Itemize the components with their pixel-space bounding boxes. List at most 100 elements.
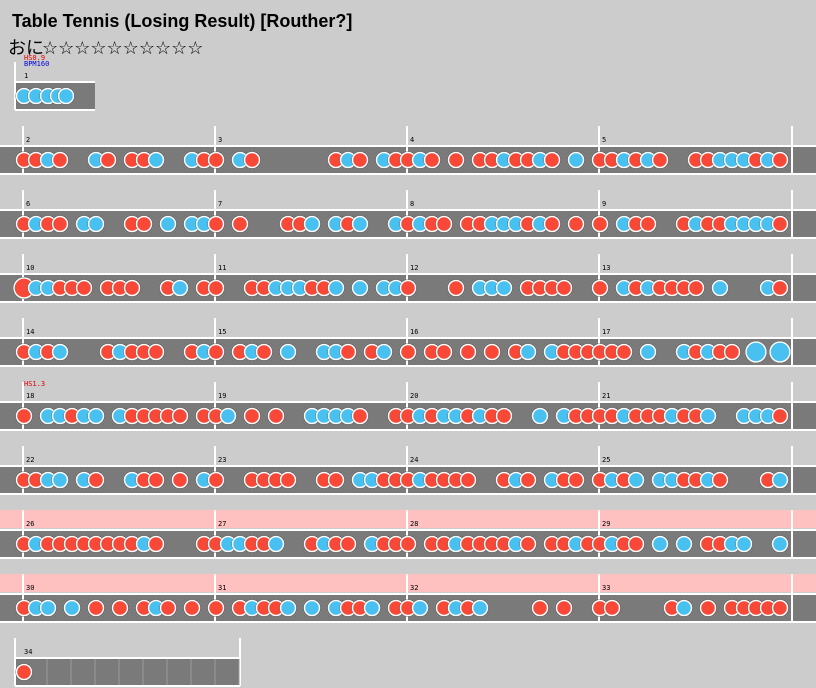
note-ka <box>627 471 645 489</box>
note-don <box>99 151 117 169</box>
note-don <box>591 215 609 233</box>
note-ka <box>567 151 585 169</box>
note-ka <box>87 215 105 233</box>
note-don <box>483 343 501 361</box>
note-don <box>459 471 477 489</box>
measure-number: 29 <box>602 520 610 528</box>
measure-number: 18 <box>26 392 34 400</box>
note-don <box>399 279 417 297</box>
note-don <box>639 215 657 233</box>
measure-number: 16 <box>410 328 418 336</box>
note-don <box>555 599 573 617</box>
note-ka <box>147 151 165 169</box>
note-ka <box>63 599 81 617</box>
measure-number: 27 <box>218 520 226 528</box>
note-ka <box>375 343 393 361</box>
note-don <box>351 407 369 425</box>
note-don <box>351 151 369 169</box>
lane <box>15 659 240 685</box>
title: Table Tennis (Losing Result) [Routher?] <box>12 11 352 31</box>
note-don <box>435 215 453 233</box>
measure-number: 17 <box>602 328 610 336</box>
note-don <box>519 535 537 553</box>
note-don <box>171 407 189 425</box>
measure-number: 8 <box>410 200 414 208</box>
note-ka <box>267 535 285 553</box>
note-don <box>267 407 285 425</box>
measure-number: 33 <box>602 584 610 592</box>
note-ka <box>471 599 489 617</box>
note-don <box>555 279 573 297</box>
note-don <box>771 407 789 425</box>
difficulty: おに <box>8 38 44 58</box>
measure-number: 24 <box>410 456 418 464</box>
note-ka <box>745 341 767 363</box>
note-don <box>327 471 345 489</box>
note-ka <box>519 343 537 361</box>
note-don <box>615 343 633 361</box>
measure-number: 2 <box>26 136 30 144</box>
note-ka <box>711 279 729 297</box>
note-don <box>231 215 249 233</box>
measure-number: 12 <box>410 264 418 272</box>
note-don <box>435 343 453 361</box>
measure-number: 10 <box>26 264 34 272</box>
measure-number: 5 <box>602 136 606 144</box>
note-ka <box>771 535 789 553</box>
measure-number: 23 <box>218 456 226 464</box>
note-ka <box>495 279 513 297</box>
note-ka <box>159 215 177 233</box>
note-ka <box>639 343 657 361</box>
note-ka <box>57 87 75 105</box>
note-don <box>723 343 741 361</box>
note-ka <box>219 407 237 425</box>
measure-number: 22 <box>26 456 34 464</box>
note-don <box>243 407 261 425</box>
note-don <box>399 343 417 361</box>
note-don <box>135 215 153 233</box>
measure-number: 26 <box>26 520 34 528</box>
note-don <box>699 599 717 617</box>
note-don <box>255 343 273 361</box>
note-ka <box>675 599 693 617</box>
note-ka <box>87 407 105 425</box>
note-ka <box>51 343 69 361</box>
measure-number: 3 <box>218 136 222 144</box>
measure-number: 21 <box>602 392 610 400</box>
note-don <box>51 215 69 233</box>
note-don <box>111 599 129 617</box>
measure-number: 4 <box>410 136 414 144</box>
measure-number: 34 <box>24 648 32 656</box>
note-ka <box>771 471 789 489</box>
note-don <box>771 279 789 297</box>
note-don <box>207 343 225 361</box>
note-don <box>447 151 465 169</box>
measure-number: 32 <box>410 584 418 592</box>
note-don <box>87 471 105 489</box>
note-don <box>495 407 513 425</box>
note-don <box>567 471 585 489</box>
note-don <box>543 215 561 233</box>
measure-number: 14 <box>26 328 34 336</box>
note-don <box>567 215 585 233</box>
note-ka <box>171 279 189 297</box>
measure-number: 20 <box>410 392 418 400</box>
note-don <box>147 535 165 553</box>
note-don <box>543 151 561 169</box>
note-ka <box>279 343 297 361</box>
measure-number: 11 <box>218 264 226 272</box>
note-don <box>207 471 225 489</box>
note-don <box>519 471 537 489</box>
note-don <box>207 215 225 233</box>
note-don <box>87 599 105 617</box>
measure-number: 31 <box>218 584 226 592</box>
note-don <box>15 663 33 681</box>
command: BPM160 <box>24 60 49 68</box>
note-don <box>339 343 357 361</box>
note-ka <box>303 215 321 233</box>
measure-number: 7 <box>218 200 222 208</box>
command: HS0.9 <box>24 54 45 62</box>
note-don <box>15 407 33 425</box>
